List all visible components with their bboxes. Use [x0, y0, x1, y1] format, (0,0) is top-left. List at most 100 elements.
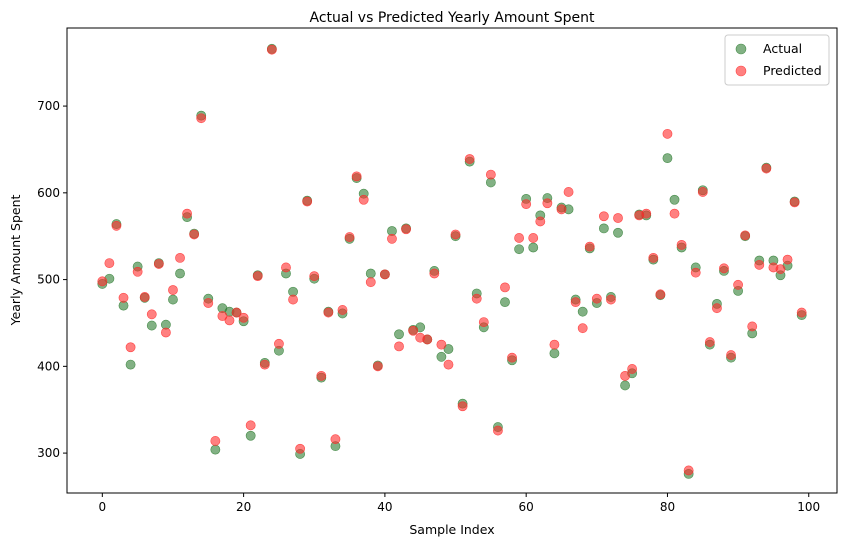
point-predicted-51 — [457, 401, 468, 412]
point-predicted-59 — [514, 233, 525, 243]
point-predicted-88 — [719, 263, 729, 274]
legend-label-predicted: Predicted — [763, 63, 822, 78]
data-points — [97, 43, 807, 479]
point-predicted-87 — [712, 303, 722, 314]
point-predicted-57 — [500, 282, 510, 293]
point-predicted-17 — [217, 311, 228, 321]
point-predicted-5 — [132, 266, 143, 277]
point-predicted-10 — [168, 285, 178, 295]
point-predicted-0 — [97, 276, 108, 287]
point-predicted-82 — [676, 239, 687, 250]
point-predicted-58 — [507, 352, 517, 363]
point-predicted-66 — [563, 187, 574, 197]
point-predicted-80 — [662, 128, 673, 139]
point-predicted-75 — [627, 364, 638, 374]
point-predicted-74 — [620, 370, 630, 381]
point-predicted-89 — [726, 350, 736, 360]
point-actual-61 — [528, 242, 539, 253]
point-actual-68 — [577, 306, 588, 317]
point-predicted-96 — [775, 264, 786, 275]
point-actual-42 — [394, 329, 404, 340]
point-predicted-50 — [450, 229, 461, 240]
point-predicted-22 — [252, 271, 263, 282]
point-actual-81 — [669, 194, 680, 205]
point-actual-59 — [514, 244, 525, 255]
point-predicted-4 — [125, 342, 136, 353]
point-predicted-34 — [337, 305, 348, 315]
point-actual-11 — [175, 268, 185, 279]
point-predicted-53 — [471, 293, 482, 304]
point-predicted-38 — [365, 277, 376, 288]
point-predicted-67 — [570, 297, 581, 308]
point-predicted-42 — [394, 341, 404, 352]
x-tick-label-40: 40 — [377, 500, 392, 514]
point-predicted-39 — [372, 361, 383, 372]
point-predicted-93 — [754, 259, 765, 270]
point-predicted-70 — [591, 293, 602, 304]
x-tick-label-100: 100 — [797, 500, 820, 514]
legend-label-actual: Actual — [763, 41, 802, 56]
point-actual-71 — [598, 223, 609, 234]
x-tick-label-60: 60 — [519, 500, 534, 514]
chart-title: Actual vs Predicted Yearly Amount Spent — [310, 10, 596, 26]
point-actual-10 — [168, 294, 178, 305]
point-predicted-86 — [704, 337, 715, 347]
point-predicted-52 — [464, 154, 475, 164]
point-predicted-25 — [274, 338, 284, 349]
point-predicted-98 — [789, 197, 800, 208]
point-predicted-35 — [344, 232, 355, 242]
plot-area — [66, 27, 838, 494]
point-predicted-21 — [245, 420, 256, 431]
point-predicted-43 — [401, 224, 411, 235]
y-tick-label-600: 600 — [37, 186, 60, 200]
point-predicted-69 — [584, 241, 595, 252]
point-predicted-90 — [733, 279, 743, 290]
point-predicted-49 — [443, 359, 454, 370]
point-predicted-91 — [740, 230, 751, 241]
point-predicted-12 — [182, 208, 192, 219]
point-predicted-64 — [549, 339, 560, 350]
point-predicted-23 — [259, 359, 270, 370]
point-predicted-32 — [323, 307, 334, 318]
point-actual-7 — [146, 320, 157, 331]
point-predicted-68 — [577, 323, 588, 334]
point-predicted-48 — [436, 339, 447, 350]
point-predicted-26 — [281, 262, 291, 273]
point-predicted-7 — [146, 309, 157, 320]
legend-marker-predicted — [735, 65, 747, 77]
point-predicted-2 — [111, 220, 122, 231]
point-predicted-54 — [478, 317, 489, 327]
point-predicted-27 — [288, 294, 298, 305]
x-axis-label: Sample Index — [409, 522, 494, 537]
point-predicted-18 — [224, 315, 235, 326]
legend: Actual Predicted — [724, 34, 830, 86]
point-predicted-30 — [309, 271, 320, 282]
point-predicted-94 — [761, 163, 772, 174]
x-tick-label-0: 0 — [99, 500, 107, 514]
point-predicted-81 — [669, 208, 680, 219]
y-axis-ticks: 300 400 500 600 700 — [37, 99, 67, 460]
point-predicted-9 — [160, 327, 171, 338]
point-predicted-65 — [556, 204, 567, 215]
point-predicted-14 — [196, 113, 207, 124]
point-predicted-13 — [189, 229, 200, 240]
point-actual-74 — [620, 380, 630, 391]
point-predicted-72 — [606, 294, 616, 305]
point-actual-4 — [125, 359, 136, 370]
point-predicted-31 — [316, 370, 327, 381]
legend-marker-actual — [735, 43, 747, 55]
point-predicted-83 — [683, 465, 694, 476]
x-axis-ticks: 0 20 40 60 80 100 — [99, 493, 820, 514]
y-tick-label-500: 500 — [37, 273, 60, 287]
point-predicted-85 — [697, 187, 708, 197]
point-predicted-1 — [104, 258, 115, 268]
point-predicted-92 — [747, 321, 758, 332]
point-predicted-19 — [231, 307, 242, 318]
point-predicted-46 — [422, 334, 433, 345]
point-predicted-56 — [493, 425, 503, 436]
point-predicted-63 — [542, 198, 553, 209]
x-tick-label-20: 20 — [236, 500, 251, 514]
x-tick-label-80: 80 — [660, 500, 675, 514]
point-actual-21 — [245, 430, 256, 441]
